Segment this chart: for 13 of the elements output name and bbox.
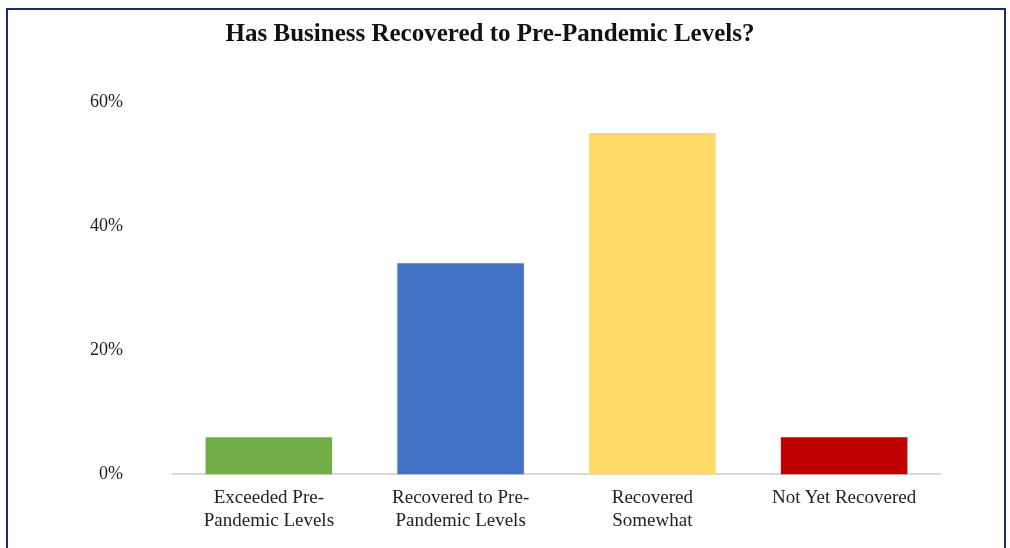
x-tick-label: Recovered to Pre-Pandemic Levels xyxy=(392,485,530,530)
y-tick-label: 20% xyxy=(89,339,123,359)
bar xyxy=(780,437,908,475)
y-tick-label: 40% xyxy=(89,214,123,235)
bar xyxy=(589,133,716,475)
bar xyxy=(205,437,333,475)
bar xyxy=(397,263,524,475)
x-tick-label: Recovered Somewhat xyxy=(611,485,694,530)
y-tick-label: 0% xyxy=(98,463,123,484)
x-tick-label: Exceeded Pre-Pandemic Levels xyxy=(203,485,335,530)
chart-title: Has Business Recovered to Pre-Pandemic Levels? xyxy=(225,19,755,47)
x-tick-label: Not Yet Recovered xyxy=(772,485,917,507)
y-tick-label: 60% xyxy=(89,90,123,111)
